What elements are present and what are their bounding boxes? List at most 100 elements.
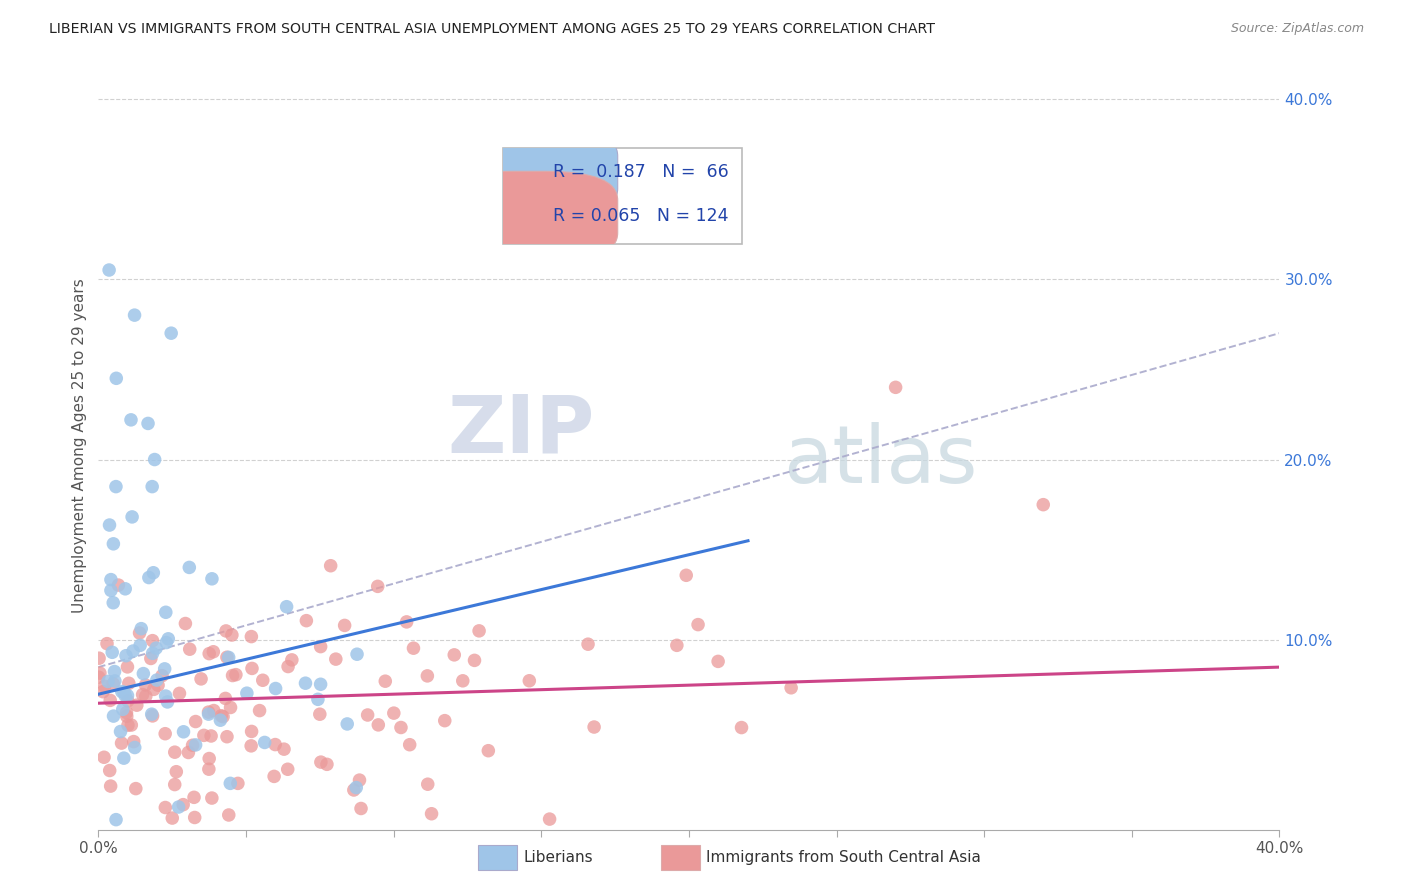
Point (183, 790, 205, 805)
Point (252, 673, 274, 688)
Point (181, 738, 204, 752)
Point (117, 718, 139, 732)
Point (124, 308, 146, 322)
Text: atlas: atlas (783, 422, 977, 500)
Point (163, 778, 186, 792)
Point (218, 808, 240, 822)
Point (402, 641, 425, 656)
Point (163, 745, 186, 759)
Point (240, 661, 263, 675)
Point (104, 480, 127, 494)
Point (132, 666, 155, 681)
Point (91, 684, 114, 698)
Point (295, 614, 318, 628)
Point (294, 676, 316, 690)
Point (112, 751, 135, 765)
Point (416, 777, 439, 791)
Point (675, 568, 697, 582)
Point (198, 647, 221, 661)
Point (100, 573, 122, 587)
Point (201, 572, 224, 586)
Point (131, 688, 153, 702)
Point (98, 693, 121, 707)
Point (276, 599, 298, 614)
Point (212, 709, 235, 723)
Point (236, 686, 259, 700)
Point (125, 698, 148, 713)
Point (111, 702, 134, 716)
Point (382, 706, 405, 720)
Point (98, 764, 121, 778)
Point (336, 717, 359, 731)
Point (190, 672, 212, 686)
Point (103, 537, 125, 551)
Point (214, 691, 236, 706)
Point (193, 728, 215, 742)
Point (122, 734, 145, 748)
Point (333, 618, 356, 632)
Point (215, 650, 238, 665)
Point (389, 721, 412, 735)
Point (120, 413, 142, 427)
Point (110, 724, 132, 739)
Point (134, 678, 156, 692)
Point (219, 776, 242, 790)
Point (349, 773, 371, 788)
Point (129, 638, 152, 652)
Point (145, 641, 167, 656)
Point (146, 678, 169, 692)
Point (157, 632, 180, 646)
Point (451, 673, 474, 688)
Point (114, 689, 136, 703)
Point (155, 800, 177, 814)
Point (93, 750, 115, 764)
Point (416, 669, 439, 683)
Point (98, 263, 121, 277)
Point (215, 624, 238, 638)
Point (103, 665, 125, 679)
FancyBboxPatch shape (440, 171, 617, 261)
Point (89, 666, 111, 681)
Point (150, 668, 173, 682)
Point (367, 718, 389, 732)
Point (139, 651, 162, 665)
Point (202, 645, 225, 659)
Point (167, 800, 190, 814)
Point (100, 583, 122, 598)
Point (200, 729, 222, 743)
Point (153, 662, 176, 676)
Point (103, 596, 125, 610)
Point (198, 751, 221, 765)
Point (101, 645, 124, 659)
Point (125, 781, 148, 796)
Point (115, 648, 138, 663)
Point (110, 736, 132, 750)
Point (111, 684, 134, 698)
Point (350, 801, 373, 815)
Point (264, 681, 287, 696)
Point (884, 380, 907, 394)
Point (104, 673, 127, 688)
Point (443, 648, 465, 662)
Point (253, 735, 276, 749)
Point (143, 452, 166, 467)
Point (172, 797, 194, 812)
Point (209, 713, 232, 727)
Point (538, 812, 561, 826)
Text: Source: ZipAtlas.com: Source: ZipAtlas.com (1230, 22, 1364, 36)
Point (162, 811, 184, 825)
Point (226, 776, 249, 790)
Point (124, 740, 146, 755)
Point (707, 654, 730, 668)
Point (103, 677, 125, 691)
Point (112, 685, 135, 699)
Point (117, 689, 139, 703)
Point (107, 578, 129, 592)
Point (344, 780, 367, 795)
Point (96, 637, 118, 651)
Point (468, 624, 491, 638)
Point (87, 651, 110, 665)
Point (128, 626, 150, 640)
Point (141, 707, 163, 722)
Point (115, 706, 138, 720)
